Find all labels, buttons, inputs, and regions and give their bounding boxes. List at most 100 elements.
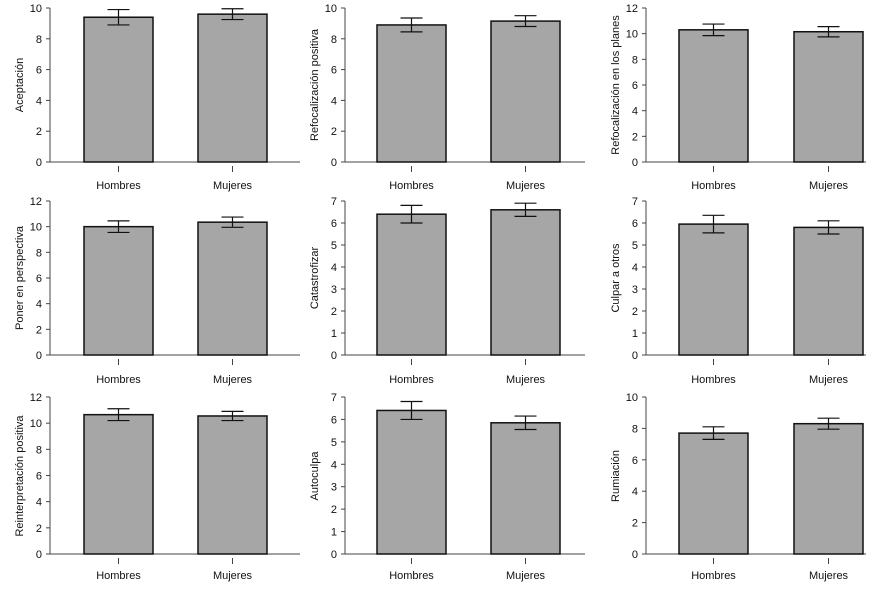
bar-hombres [83, 413, 154, 555]
y-tick-label: 10 [30, 418, 42, 430]
y-tick-label: 8 [36, 34, 42, 46]
y-tick-label: 0 [331, 549, 337, 561]
bar-hombres [678, 29, 749, 163]
y-tick-label: 12 [30, 392, 42, 404]
y-tick-label: 2 [36, 523, 42, 535]
y-tick-label: 7 [331, 196, 337, 208]
y-tick-label: 4 [632, 486, 638, 498]
y-tick-label: 12 [30, 196, 42, 208]
y-tick-label: 10 [626, 29, 638, 41]
y-tick-label: 4 [331, 262, 337, 274]
y-tick-label: 4 [331, 459, 337, 471]
y-tick-label: 0 [632, 350, 638, 362]
y-tick-label: 6 [331, 414, 337, 426]
x-tick-label: Mujeres [213, 180, 253, 192]
x-tick-label: Hombres [691, 180, 736, 192]
bar-hombres [376, 24, 447, 163]
y-tick-label: 6 [36, 471, 42, 483]
y-tick-label: 4 [632, 262, 638, 274]
y-tick-label: 10 [30, 3, 42, 15]
y-tick-label: 4 [36, 497, 42, 509]
y-tick-label: 6 [331, 65, 337, 77]
y-tick-label: 6 [36, 65, 42, 77]
x-tick-label: Hombres [389, 570, 434, 582]
bar-hombres [678, 432, 749, 555]
y-tick-label: 2 [331, 504, 337, 516]
y-tick-label: 0 [36, 157, 42, 169]
y-tick-label: 8 [632, 54, 638, 66]
bar-mujeres [197, 415, 268, 555]
x-tick-label: Mujeres [809, 374, 849, 386]
bar-mujeres [490, 422, 561, 555]
bar-hombres [83, 225, 154, 356]
y-tick-label: 8 [36, 444, 42, 456]
y-tick-label: 5 [331, 437, 337, 449]
y-tick-label: 2 [331, 126, 337, 138]
y-tick-label: 2 [36, 324, 42, 336]
x-tick-label: Hombres [389, 374, 434, 386]
bar-hombres [678, 223, 749, 356]
y-tick-label: 6 [632, 218, 638, 230]
bar-mujeres [490, 20, 561, 163]
y-tick-label: 2 [632, 518, 638, 530]
y-tick-label: 1 [632, 328, 638, 340]
y-tick-label: 5 [331, 240, 337, 252]
x-tick-label: Mujeres [213, 374, 253, 386]
y-tick-label: 1 [331, 328, 337, 340]
y-tick-label: 2 [331, 306, 337, 318]
y-tick-label: 10 [626, 392, 638, 404]
y-tick-label: 0 [632, 157, 638, 169]
y-tick-label: 3 [632, 284, 638, 296]
x-tick-label: Mujeres [213, 570, 253, 582]
bar-mujeres [793, 422, 864, 555]
x-tick-label: Hombres [389, 180, 434, 192]
bar-mujeres [793, 30, 864, 163]
y-tick-label: 4 [36, 299, 42, 311]
bar-mujeres [490, 209, 561, 356]
y-tick-label: 8 [36, 247, 42, 259]
y-tick-label: 6 [632, 80, 638, 92]
y-tick-label: 2 [632, 306, 638, 318]
x-tick-label: Mujeres [809, 180, 849, 192]
y-tick-label: 0 [331, 157, 337, 169]
y-tick-label: 12 [626, 3, 638, 15]
y-tick-label: 2 [632, 131, 638, 143]
y-tick-label: 6 [331, 218, 337, 230]
y-tick-label: 0 [632, 549, 638, 561]
y-tick-label: 0 [36, 350, 42, 362]
x-tick-label: Mujeres [506, 180, 546, 192]
bar-mujeres [197, 221, 268, 356]
y-tick-label: 5 [632, 240, 638, 252]
x-tick-label: Mujeres [506, 374, 546, 386]
y-tick-label: 0 [331, 350, 337, 362]
y-tick-label: 10 [325, 3, 337, 15]
y-tick-label: 2 [36, 126, 42, 138]
bar-hombres [83, 16, 154, 163]
y-tick-label: 8 [632, 423, 638, 435]
x-tick-label: Mujeres [809, 570, 849, 582]
y-tick-label: 8 [331, 34, 337, 46]
y-tick-label: 10 [30, 222, 42, 234]
y-tick-label: 6 [632, 455, 638, 467]
x-tick-label: Hombres [96, 180, 141, 192]
y-tick-label: 7 [632, 196, 638, 208]
y-tick-label: 4 [331, 95, 337, 107]
x-tick-label: Mujeres [506, 570, 546, 582]
x-tick-label: Hombres [691, 374, 736, 386]
y-tick-label: 7 [331, 392, 337, 404]
bar-mujeres [197, 13, 268, 163]
